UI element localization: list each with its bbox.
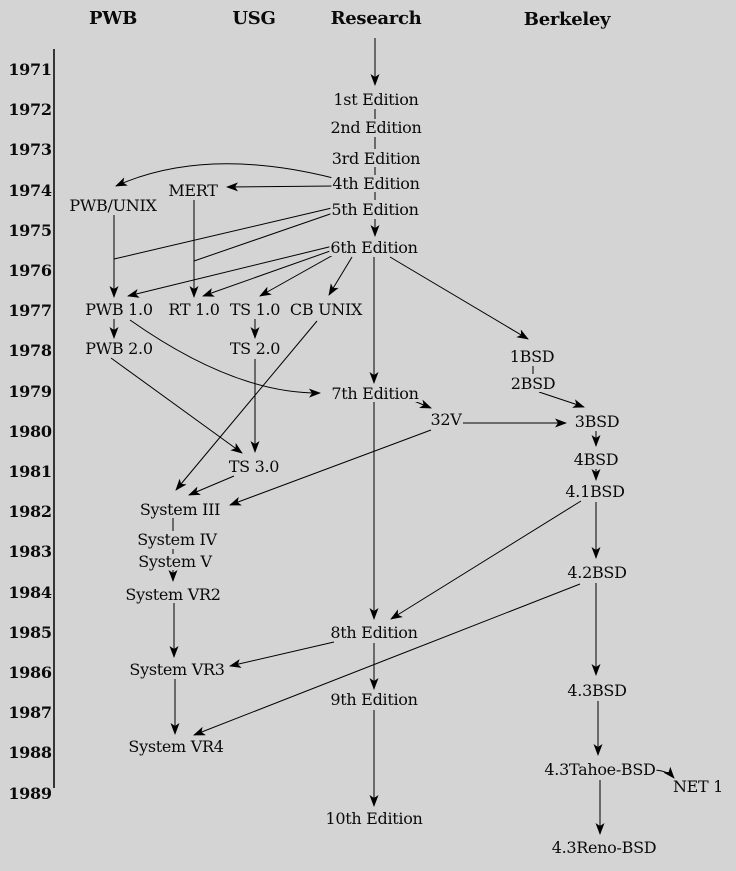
column-header-berkeley: Berkeley [523, 9, 611, 30]
node-system-vr4: System VR4 [127, 737, 225, 756]
node-2nd-edition: 2nd Edition [329, 118, 423, 137]
node-system-v: System V [137, 552, 213, 571]
node-3rd-edition: 3rd Edition [330, 149, 422, 168]
edge-pwb-1-0-to-7th [129, 319, 321, 398]
edge-4th-to-mert [226, 182, 336, 192]
year-label-1979: 1979 [8, 381, 52, 401]
node-pwb-1-0: PWB 1.0 [84, 300, 154, 319]
node-3bsd: 3BSD [573, 412, 621, 431]
year-label-1980: 1980 [8, 421, 52, 441]
year-label-1975: 1975 [8, 220, 52, 240]
node-pwb-unix: PWB/UNIX [68, 196, 158, 215]
node-5th-edition: 5th Edition [330, 200, 420, 219]
edge-ts-3-0-to-system-iii [188, 475, 235, 496]
year-label-1974: 1974 [8, 180, 52, 200]
node-2bsd: 2BSD [509, 374, 557, 393]
year-label-1988: 1988 [8, 743, 52, 763]
edge-4th-to-pwb-unix [115, 163, 334, 187]
node-8th-edition: 8th Edition [329, 623, 419, 642]
year-label-1985: 1985 [8, 622, 52, 642]
node-net-1: NET 1 [671, 777, 725, 796]
node-4bsd: 4BSD [572, 450, 620, 469]
year-label-1984: 1984 [8, 582, 52, 602]
node-system-vr3: System VR3 [128, 660, 226, 679]
edge-4-2bsd-to-system-vr4 [193, 583, 581, 736]
edge-32v-to-system-iii [229, 429, 432, 506]
node-rt-1-0: RT 1.0 [167, 300, 221, 319]
node-ts-1-0: TS 1.0 [228, 300, 282, 319]
node-ts-2-0: TS 2.0 [228, 339, 282, 358]
year-label-1982: 1982 [8, 502, 52, 522]
column-header-pwb: PWB [88, 8, 138, 29]
year-label-1983: 1983 [8, 542, 52, 562]
edge-tahoe-to-net-1 [654, 766, 675, 779]
node-10th-edition: 10th Edition [324, 809, 424, 828]
node-4-3bsd: 4.3BSD [566, 681, 628, 700]
node-9th-edition: 9th Edition [329, 690, 419, 709]
edge-8th-to-system-vr3 [229, 641, 335, 668]
column-header-research: Research [330, 8, 422, 29]
node-7th-edition: 7th Edition [330, 384, 420, 403]
node-system-iii: System III [138, 500, 222, 519]
edge-6th-to-1bsd [389, 256, 529, 340]
node-mert: MERT [167, 181, 219, 200]
node-32v: 32V [429, 410, 463, 429]
edge-6th-to-ts-1-0 [259, 253, 336, 297]
edge-2bsd-to-3bsd [538, 391, 585, 408]
year-label-1981: 1981 [8, 462, 52, 481]
edge-6th-to-cb-unix [328, 256, 353, 296]
year-label-1986: 1986 [8, 663, 52, 682]
node-1st-edition: 1st Edition [332, 90, 420, 109]
node-system-iv: System IV [136, 530, 218, 549]
edge-5th-to-mert-branch [193, 211, 337, 262]
node-4-1bsd: 4.1BSD [564, 482, 626, 501]
year-label-1976: 1976 [8, 261, 52, 280]
edge-5th-to-pwb-branch [113, 206, 337, 260]
node-6th-edition: 6th Edition [329, 238, 419, 257]
column-header-usg: USG [232, 8, 276, 29]
node-4-3reno-bsd: 4.3Reno-BSD [550, 838, 658, 857]
edge-7th-to-32v [413, 399, 432, 409]
year-label-1977: 1977 [8, 301, 52, 321]
edge-6th-to-rt-1-0 [202, 249, 334, 297]
year-label-1989: 1989 [8, 783, 52, 803]
node-cb-unix: CB UNIX [288, 300, 364, 319]
edge-cb-unix-to-system-iii [175, 320, 318, 491]
node-4th-edition: 4th Edition [331, 174, 421, 193]
year-label-1978: 1978 [8, 341, 52, 361]
edge-4-1bsd-to-8th [390, 500, 582, 620]
year-label-1972: 1972 [8, 100, 52, 120]
node-system-vr2: System VR2 [124, 585, 222, 604]
node-ts-3-0: TS 3.0 [227, 457, 281, 476]
node-pwb-2-0: PWB 2.0 [84, 339, 154, 358]
year-label-1987: 1987 [8, 703, 52, 723]
edge-6th-to-pwb-1-0 [127, 245, 334, 298]
node-4-3tahoe-bsd: 4.3Tahoe-BSD [543, 760, 657, 779]
node-4-2bsd: 4.2BSD [566, 563, 628, 582]
year-label-1973: 1973 [8, 140, 52, 160]
node-1bsd: 1BSD [508, 347, 556, 366]
year-label-1971: 1971 [8, 60, 52, 79]
